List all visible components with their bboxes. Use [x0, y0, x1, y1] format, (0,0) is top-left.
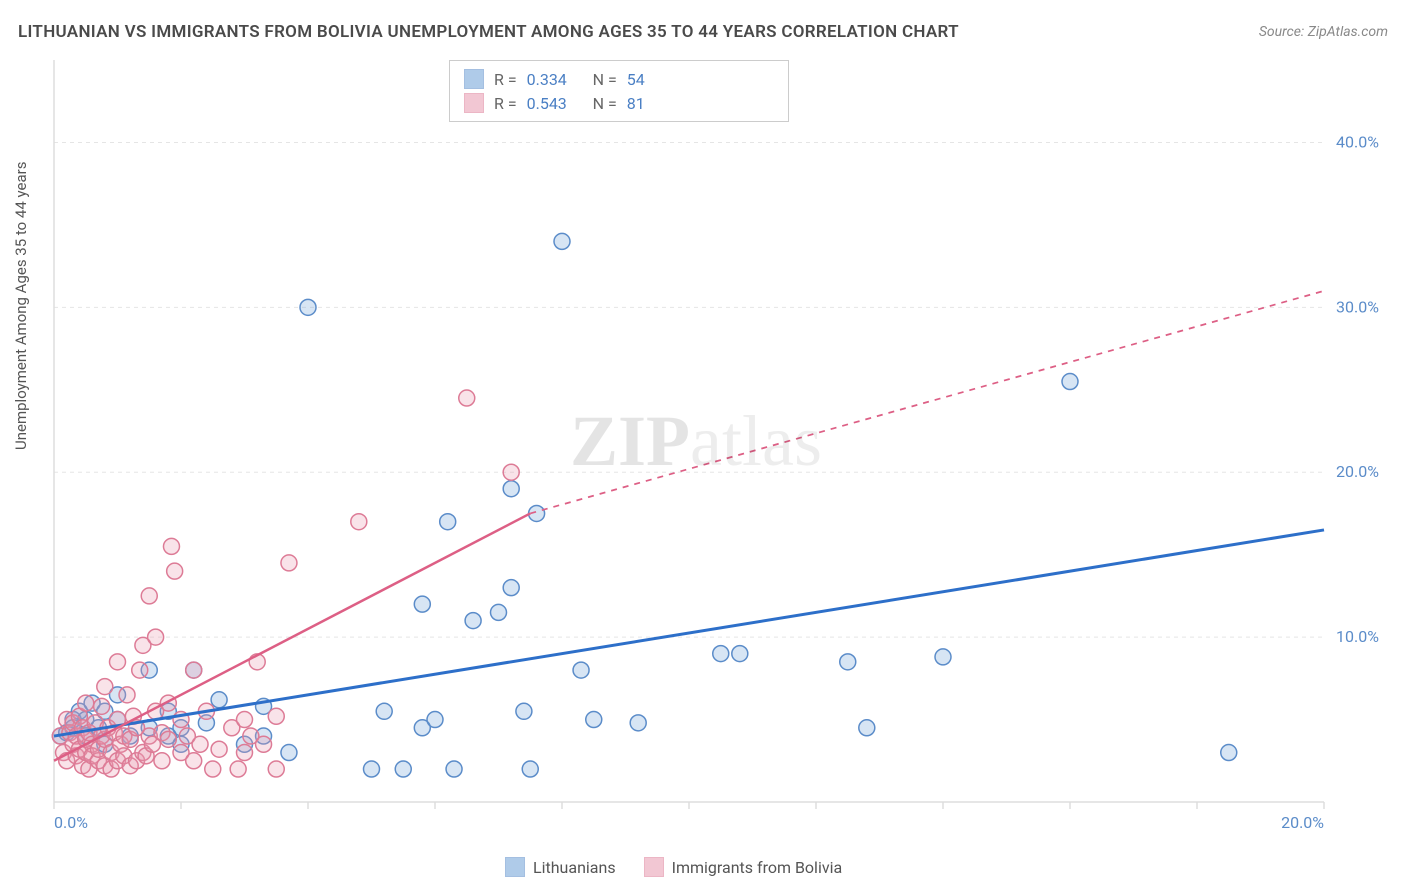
r-value: 0.334 — [527, 70, 583, 89]
chart-container: LITHUANIAN VS IMMIGRANTS FROM BOLIVIA UN… — [0, 0, 1406, 892]
y-tick-label: 10.0% — [1336, 627, 1379, 646]
x-tick-label: 20.0% — [1281, 813, 1324, 832]
scatter-plot: 10.0% 20.0% 30.0% 40.0% 0.0% 20.0% — [48, 58, 1388, 838]
series-swatch — [464, 69, 484, 89]
chart-title: LITHUANIAN VS IMMIGRANTS FROM BOLIVIA UN… — [18, 22, 959, 42]
x-tick-label: 0.0% — [54, 813, 88, 832]
y-tick-label: 20.0% — [1336, 462, 1379, 481]
n-value: 54 — [627, 70, 645, 89]
stats-legend-box: R = 0.334 N = 54 R = 0.543 N = 81 — [449, 60, 789, 122]
series-swatch — [644, 857, 664, 877]
series-swatch — [464, 93, 484, 113]
r-value: 0.543 — [527, 94, 583, 113]
legend-item: Lithuanians — [505, 857, 616, 877]
r-label: R = — [494, 94, 517, 113]
r-label: R = — [494, 70, 517, 89]
series-legend: Lithuanians Immigrants from Bolivia — [505, 857, 842, 877]
y-tick-label: 30.0% — [1336, 297, 1379, 316]
y-axis-label: Unemployment Among Ages 35 to 44 years — [12, 162, 30, 450]
y-tick-label: 40.0% — [1336, 132, 1379, 151]
stat-row: R = 0.543 N = 81 — [464, 91, 774, 115]
n-value: 81 — [627, 94, 645, 113]
n-label: N = — [593, 70, 617, 89]
n-label: N = — [593, 94, 617, 113]
series-swatch — [505, 857, 525, 877]
legend-label: Lithuanians — [533, 858, 616, 877]
legend-label: Immigrants from Bolivia — [672, 858, 843, 877]
source-label: Source: ZipAtlas.com — [1259, 24, 1388, 40]
stat-row: R = 0.334 N = 54 — [464, 67, 774, 91]
legend-item: Immigrants from Bolivia — [644, 857, 843, 877]
